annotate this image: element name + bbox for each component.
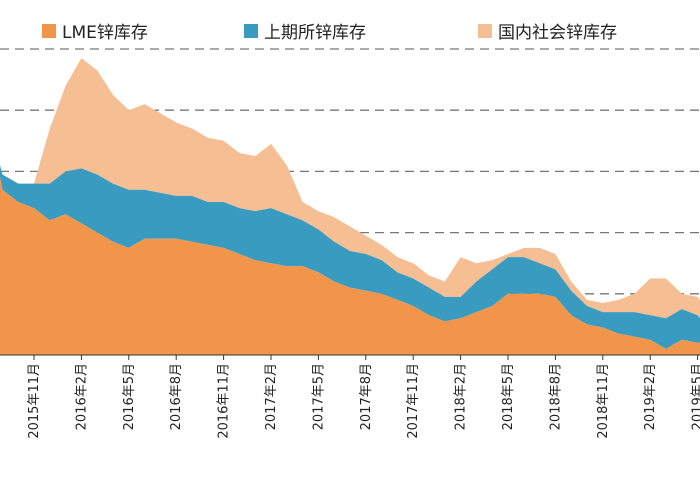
area-series-2	[0, 165, 700, 349]
legend-item-lme: LME锌库存	[42, 18, 148, 43]
x-tick-label-10: 2018年5月	[501, 363, 516, 430]
legend-swatch-lme	[42, 23, 56, 38]
x-axis: 2015年11月 2016年2月 2016年5月 2016年8月 2016年11月 201…	[0, 354, 700, 439]
x-tick-label-1: 2016年2月	[74, 363, 89, 430]
x-tick-label-4: 2016年11月	[217, 363, 232, 439]
legend: LME锌库存 上期所锌库存 国内社会锌库存	[0, 18, 700, 48]
legend-swatch-shfe	[244, 23, 258, 38]
x-tick-label-7: 2017年8月	[359, 363, 374, 430]
x-tick-label-9: 2018年2月	[454, 363, 469, 430]
legend-label-shfe: 上期所锌库存	[264, 23, 366, 43]
area-series-3	[0, 58, 700, 340]
x-tick-label-14: 2019年5月	[691, 363, 700, 430]
legend-item-shfe: 上期所锌库存	[244, 18, 366, 43]
x-tick-label-8: 2017年11月	[406, 363, 421, 439]
legend-label-lme: LME锌库存	[62, 23, 148, 43]
legend-item-social: 国内社会锌库存	[478, 18, 617, 43]
x-tick-label-0: 2015年11月	[27, 363, 42, 439]
x-tick-label-6: 2017年5月	[311, 363, 326, 430]
legend-swatch-social	[478, 23, 492, 38]
x-tick-label-5: 2017年2月	[264, 363, 279, 430]
area-series-1	[0, 177, 700, 355]
x-tick-label-12: 2018年11月	[596, 363, 611, 439]
legend-label-social: 国内社会锌库存	[498, 23, 617, 43]
x-tick-label-3: 2016年8月	[169, 363, 184, 430]
x-tick-label-2: 2016年5月	[122, 363, 137, 430]
x-tick-label-11: 2018年8月	[548, 363, 563, 430]
x-tick-label-13: 2019年2月	[643, 363, 658, 430]
series-areas	[0, 58, 700, 355]
